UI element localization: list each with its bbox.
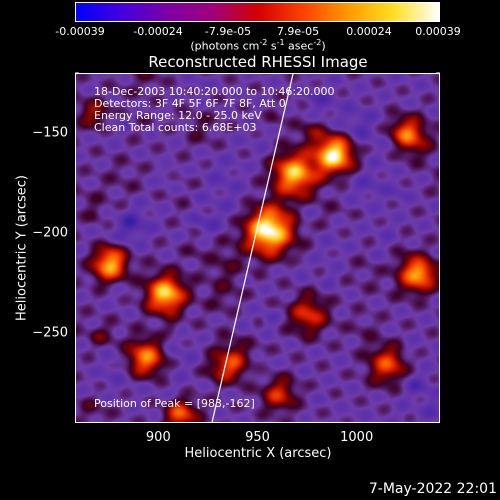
limb-line	[211, 74, 294, 422]
y-tick-label: −150	[32, 125, 68, 141]
info-line-detectors: Detectors: 3F 4F 5F 6F 7F 8F, Att 0	[94, 97, 286, 110]
colorbar-tick-label: -0.00039	[55, 25, 105, 38]
info-line-counts: Clean Total counts: 6.68E+03	[94, 121, 257, 134]
chart-title: Reconstructed RHESSI Image	[148, 53, 368, 71]
x-tick-label: 1000	[340, 430, 374, 445]
x-tick-label: 900	[145, 430, 171, 445]
y-tick-label: −200	[32, 225, 68, 241]
y-axis-label: Heliocentric Y (arcsec)	[14, 175, 30, 321]
colorbar-tick-label: -7.9e-05	[204, 25, 252, 38]
colorbar-tick-label: 0.00039	[415, 25, 461, 38]
info-line-energy: Energy Range: 12.0 - 25.0 keV	[94, 109, 262, 122]
peak-position-label: Position of Peak = [983,-162]	[94, 397, 255, 410]
colorbar	[75, 2, 440, 22]
colorbar-tick-label: 7.9e-05	[276, 25, 320, 38]
heatmap-plot: 18-Dec-2003 10:40:20.000 to 10:46:20.000…	[75, 73, 440, 423]
limb-line-overlay	[211, 74, 294, 422]
heatmap-canvas	[76, 74, 439, 422]
colorbar-units: (photons cm-2 s-1 asec-2)	[190, 38, 326, 53]
timestamp: 7-May-2022 22:01	[368, 481, 497, 497]
x-tick-label: 950	[245, 430, 270, 445]
colorbar-tick-label: -0.00024	[133, 25, 183, 38]
info-line-time: 18-Dec-2003 10:40:20.000 to 10:46:20.000	[94, 85, 335, 98]
x-axis-label: Heliocentric X (arcsec)	[184, 446, 332, 461]
colorbar-tick-label: 0.00024	[346, 25, 392, 38]
y-tick-label: −250	[32, 325, 68, 341]
